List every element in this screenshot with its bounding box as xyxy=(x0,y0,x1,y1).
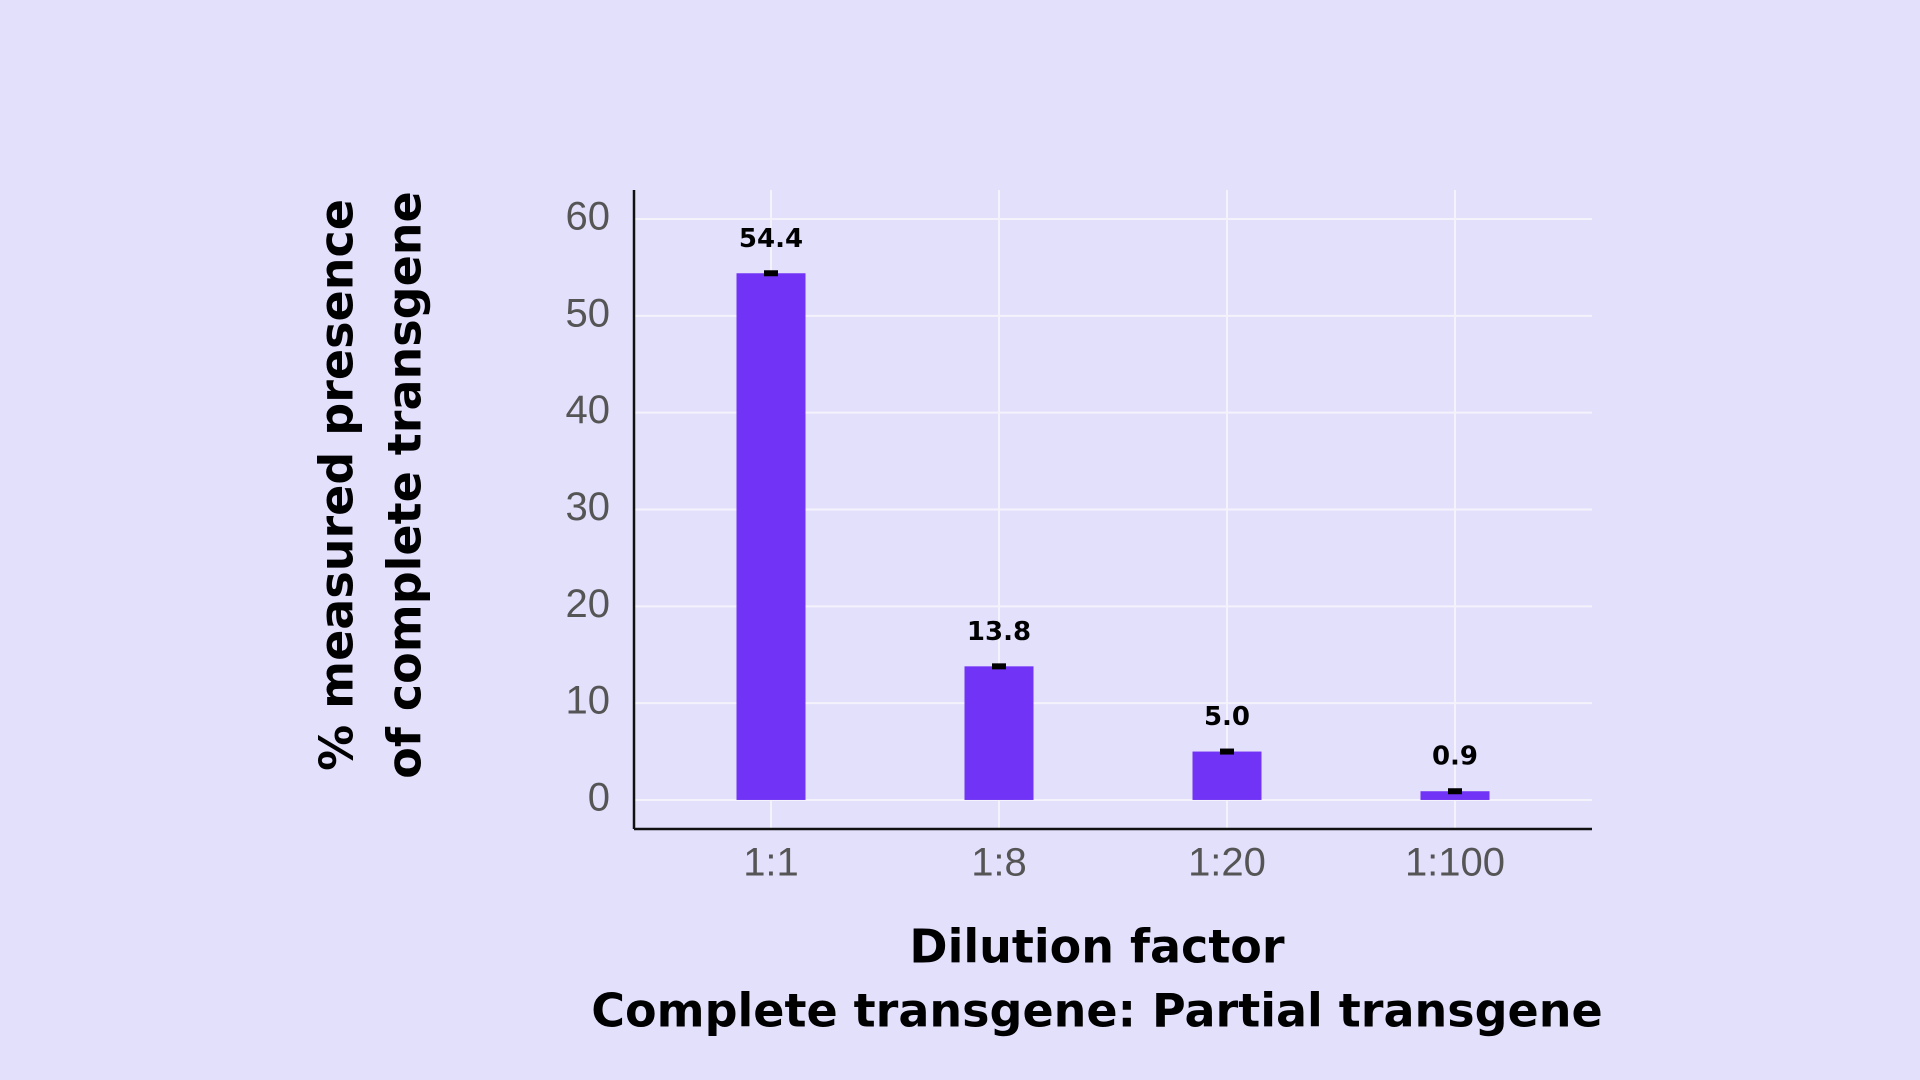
x-tick-label: 1:20 xyxy=(1188,841,1266,885)
bar xyxy=(1192,751,1262,800)
value-label: 5.0 xyxy=(1204,702,1250,732)
x-tick-label: 1:100 xyxy=(1405,841,1505,885)
value-cap xyxy=(1220,748,1234,755)
y-tick-label: 20 xyxy=(566,582,611,626)
y-tick-label: 0 xyxy=(588,776,610,820)
x-tick-label: 1:8 xyxy=(971,841,1027,885)
y-axis-label-line: of complete transgene xyxy=(378,191,432,778)
bar xyxy=(964,666,1034,800)
y-tick-label: 30 xyxy=(566,485,611,529)
y-tick-label: 50 xyxy=(566,291,611,335)
value-cap xyxy=(992,663,1006,670)
y-tick-label: 60 xyxy=(566,195,611,239)
bar xyxy=(736,273,806,800)
value-cap xyxy=(1448,788,1462,795)
x-axis-label: Dilution factor xyxy=(909,920,1285,974)
value-label: 13.8 xyxy=(967,617,1031,647)
y-axis-label-line: % measured presence xyxy=(310,199,364,771)
value-label: 54.4 xyxy=(739,224,803,254)
x-tick-label: 1:1 xyxy=(743,841,799,885)
y-axis-label: % measured presence of complete transgen… xyxy=(310,191,432,778)
value-label: 0.9 xyxy=(1432,742,1478,772)
y-tick-label: 40 xyxy=(566,388,611,432)
value-cap xyxy=(764,270,778,277)
bar xyxy=(1420,791,1490,800)
x-axis-label: Complete transgene: Partial transgene xyxy=(591,984,1602,1038)
y-tick-label: 10 xyxy=(566,679,611,723)
